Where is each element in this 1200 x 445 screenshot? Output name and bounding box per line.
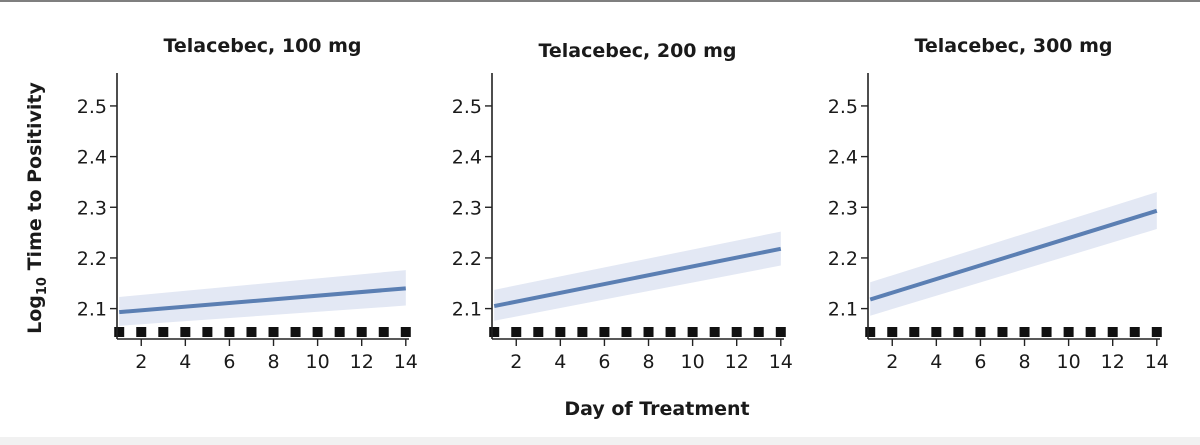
panel-1-x-tick-label: 12 [350, 351, 374, 373]
panel-2-marker-day-2 [511, 327, 522, 337]
panel-3-marker-day-4 [931, 327, 942, 337]
panel-1-marker-day-4 [180, 327, 191, 337]
panel-2-x-tick-label: 8 [642, 351, 654, 373]
panel-3-y-tick-label: 2.5 [828, 96, 858, 118]
panel-3-marker-day-9 [1041, 327, 1052, 337]
panel-1-marker-day-5 [202, 327, 213, 337]
panel-2-x-tick-label: 2 [510, 351, 522, 373]
panel-2-y-tick-label: 2.4 [452, 147, 482, 169]
panel-1-confidence-band [119, 270, 406, 326]
panel-3-marker-day-8 [1019, 327, 1030, 337]
panel-3-y-tick-label: 2.3 [828, 197, 858, 219]
panel-2-marker-day-6 [599, 327, 610, 337]
panel-1-series-line [119, 286, 406, 315]
panel-2-marker-day-5 [577, 327, 588, 337]
panel-1-x-tick-label: 10 [306, 351, 330, 373]
panel-3-x-tick-label: 8 [1018, 351, 1030, 373]
panel-1-marker-day-6 [224, 327, 235, 337]
panel-3-marker-day-12 [1107, 327, 1118, 337]
panel-3-x-tick-label: 6 [974, 351, 986, 373]
panel-2-chart: Telacebec, 200 mg 2.1 2.2 2.3 2.4 2.5 2 4 6 8 10 12… [452, 40, 793, 373]
panel-1-y-tick-label: 2.4 [77, 147, 107, 169]
panel-3-y-tick-label: 2.4 [828, 147, 858, 169]
panel-1-y-tick-label: 2.1 [77, 299, 107, 321]
panel-2-y-tick-label: 2.2 [452, 248, 482, 270]
panel-3-marker-day-2 [887, 327, 898, 337]
panel-1-y-tick-label: 2.3 [77, 197, 107, 219]
panel-3-x-tick-label: 14 [1145, 351, 1169, 373]
panel-3-marker-day-13 [1129, 327, 1140, 337]
panel-2-x-tick-label: 6 [598, 351, 610, 373]
panel-3-marker-day-14 [1151, 327, 1162, 337]
panel-2-marker-day-8 [643, 327, 654, 337]
panel-3-series-line [869, 208, 1158, 302]
panel-3-marker-day-7 [997, 327, 1008, 337]
panel-1-marker-day-2 [136, 327, 147, 337]
panel-3-x-tick-label: 10 [1057, 351, 1081, 373]
panel-3-x-tick-label: 2 [886, 351, 898, 373]
panel-3-title: Telacebec, 300 mg [914, 35, 1112, 57]
panel-1-x-tick-label: 2 [135, 351, 147, 373]
panel-2-marker-day-13 [753, 327, 764, 337]
panel-2-marker-day-14 [775, 327, 786, 337]
panel-2-marker-day-1 [489, 327, 500, 337]
panel-3-chart: Telacebec, 300 mg 2.1 2.2 2.3 2.4 2.5 2 4 6 8 10 12… [828, 35, 1169, 373]
panel-2-marker-day-12 [731, 327, 742, 337]
panel-1-chart: Telacebec, 100 mg 2.1 2.2 2.3 2.4 2.5 2 4 6 8 10 12… [77, 35, 418, 373]
panel-2-marker-day-10 [687, 327, 698, 337]
x-axis-title: Day of Treatment [564, 398, 750, 420]
panel-2-x-tick-label: 14 [769, 351, 793, 373]
panel-3-x-tick-label: 12 [1101, 351, 1125, 373]
panel-1-marker-day-14 [400, 327, 411, 337]
panel-2-marker-day-11 [709, 327, 720, 337]
panel-1-marker-day-8 [268, 327, 279, 337]
panel-2-x-tick-label: 10 [681, 351, 705, 373]
panel-1-marker-day-13 [378, 327, 389, 337]
panel-3-marker-day-10 [1063, 327, 1074, 337]
bottom-band [0, 437, 1200, 445]
panel-1-x-tick-label: 4 [179, 351, 191, 373]
panel-1-marker-day-12 [356, 327, 367, 337]
panel-2-title: Telacebec, 200 mg [538, 40, 736, 62]
panel-2-marker-day-9 [665, 327, 676, 337]
panel-2-marker-day-7 [621, 327, 632, 337]
panel-3-marker-day-5 [953, 327, 964, 337]
panel-1-marker-day-3 [158, 327, 169, 337]
panel-1-y-tick-label: 2.5 [77, 96, 107, 118]
panel-1-marker-day-7 [246, 327, 257, 337]
panel-1-marker-day-11 [334, 327, 345, 337]
panel-3-y-tick-label: 2.1 [828, 299, 858, 321]
panel-2-marker-day-4 [555, 327, 566, 337]
panel-2-x-tick-label: 12 [725, 351, 749, 373]
panel-1-marker-day-9 [290, 327, 301, 337]
panel-1-y-tick-label: 2.2 [77, 248, 107, 270]
panel-2-y-tick-label: 2.5 [452, 96, 482, 118]
panel-3-marker-day-1 [865, 327, 876, 337]
panel-1-x-tick-label: 14 [394, 351, 418, 373]
panel-3-marker-day-6 [975, 327, 986, 337]
panel-2-series-line [493, 246, 782, 309]
panel-1-x-tick-label: 6 [223, 351, 235, 373]
panel-1-title: Telacebec, 100 mg [163, 35, 361, 57]
panel-1-x-tick-label: 8 [267, 351, 279, 373]
panel-2-marker-day-3 [533, 327, 544, 337]
panel-3-y-tick-label: 2.2 [828, 248, 858, 270]
panel-3-marker-day-3 [909, 327, 920, 337]
panel-2-x-tick-label: 4 [554, 351, 566, 373]
panel-3-marker-day-11 [1085, 327, 1096, 337]
top-rule [0, 0, 1200, 2]
panel-2-y-tick-label: 2.1 [452, 299, 482, 321]
panel-2-y-tick-label: 2.3 [452, 197, 482, 219]
panel-1-marker-day-10 [312, 327, 323, 337]
panel-3-x-tick-label: 4 [930, 351, 942, 373]
panel-1-marker-day-1 [114, 327, 125, 337]
